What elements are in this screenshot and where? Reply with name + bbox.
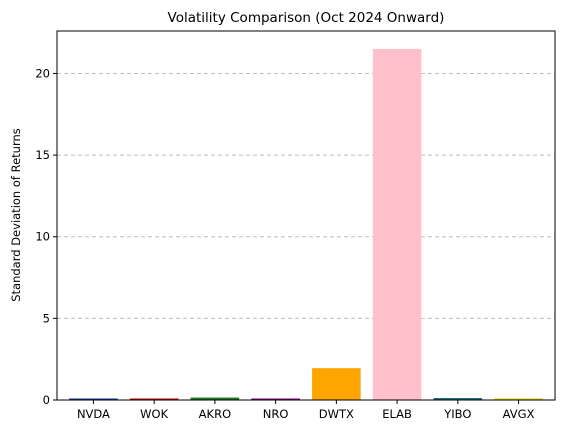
gridlines (57, 72, 555, 319)
bar-wok (129, 398, 179, 400)
x-axis: NVDA WOK AKRO NRO DWTX ELAB YIBO AVGX (77, 400, 535, 421)
x-tick-label-avgx: AVGX (503, 407, 535, 421)
bar-nvda (69, 398, 118, 400)
y-axis: 0 5 10 15 20 (35, 66, 57, 407)
bar-yibo (433, 398, 483, 400)
y-tick-label-0: 0 (43, 393, 50, 407)
y-tick-label-15: 15 (35, 148, 50, 162)
x-tick-label-akro: AKRO (199, 407, 231, 421)
bar-akro (190, 397, 240, 400)
x-tick-label-yibo: YIBO (443, 407, 471, 421)
x-tick-label-dwtx: DWTX (319, 407, 354, 421)
plot-frame (56, 30, 556, 401)
bar-avgx (494, 398, 543, 400)
y-axis-label: Standard Deviation of Returns (9, 128, 23, 302)
chart-title: Volatility Comparison (Oct 2024 Onward) (168, 10, 445, 26)
x-tick-label-wok: WOK (140, 407, 168, 421)
x-tick-label-nvda: NVDA (77, 407, 110, 421)
bars (69, 48, 543, 401)
y-tick-label-20: 20 (35, 66, 50, 80)
bar-dwtx (312, 368, 361, 400)
x-tick-label-elab: ELAB (382, 407, 412, 421)
x-tick-label-nro: NRO (263, 407, 289, 421)
y-tick-label-10: 10 (35, 230, 50, 244)
bar-elab (372, 48, 422, 401)
y-tick-label-5: 5 (43, 311, 50, 325)
bar-nro (251, 398, 300, 400)
